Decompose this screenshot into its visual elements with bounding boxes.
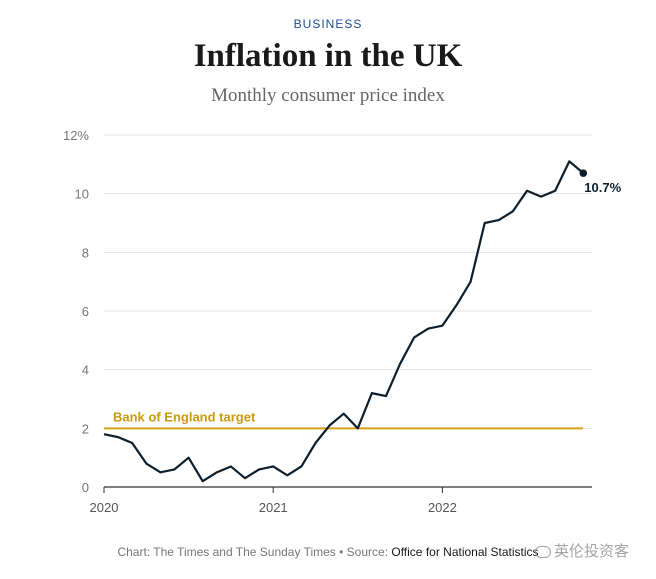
x-tick-label: 2022 (428, 500, 457, 515)
last-value-label: 10.7% (584, 180, 621, 195)
axes: 0 2 4 6 8 10 12% 2020 2021 2022 (63, 128, 592, 515)
y-tick-label: 4 (82, 363, 89, 378)
footer-source-link[interactable]: Office for National Statistics (391, 545, 539, 559)
footer-credit: Chart: The Times and The Sunday Times • … (117, 545, 392, 559)
chart-subtitle: Monthly consumer price index (211, 85, 445, 106)
chart-title: Inflation in the UK (193, 38, 463, 74)
wechat-icon (535, 545, 551, 558)
section-kicker: BUSINESS (293, 17, 363, 31)
series-group: 10.7% (103, 160, 622, 483)
gridlines (104, 134, 592, 429)
y-tick-label: 6 (82, 304, 89, 319)
x-tick-label: 2021 (259, 500, 288, 515)
chart-footer: Chart: The Times and The Sunday Times • … (0, 545, 656, 559)
inflation-line (103, 160, 585, 483)
y-tick-label: 10 (75, 187, 89, 202)
x-tick-label: 2020 (90, 500, 119, 515)
y-tick-label: 2 (82, 421, 89, 436)
y-tick-label: 8 (82, 245, 89, 260)
reference-line-group: Bank of England target (104, 409, 583, 430)
last-point-marker (579, 169, 588, 177)
watermark: 英伦投资客 (535, 540, 629, 561)
watermark-text: 英伦投资客 (554, 542, 630, 560)
y-tick-label: 0 (82, 480, 89, 495)
y-tick-label: 12% (63, 128, 89, 143)
target-label: Bank of England target (113, 409, 256, 424)
